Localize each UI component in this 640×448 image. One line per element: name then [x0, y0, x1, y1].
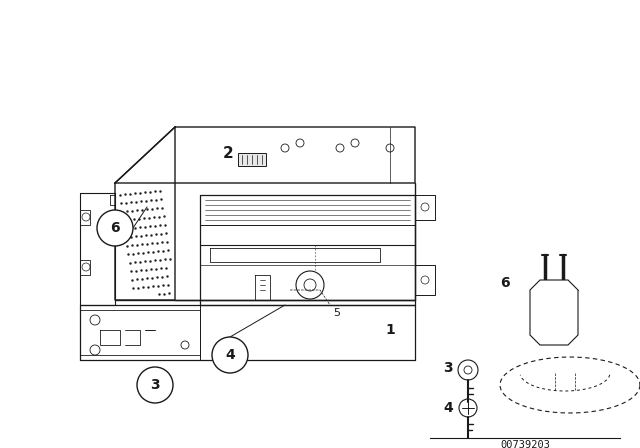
Text: 3: 3: [150, 378, 160, 392]
Text: 5: 5: [333, 308, 340, 318]
Text: 6: 6: [500, 276, 510, 290]
Text: 6: 6: [110, 221, 120, 235]
Text: 1: 1: [385, 323, 395, 337]
Circle shape: [97, 210, 133, 246]
Polygon shape: [530, 280, 578, 345]
Text: 4: 4: [443, 401, 453, 415]
Text: 2: 2: [223, 146, 234, 160]
Text: 3: 3: [443, 361, 453, 375]
Circle shape: [212, 337, 248, 373]
Polygon shape: [238, 153, 266, 166]
Text: 00739203: 00739203: [500, 440, 550, 448]
Text: 4: 4: [225, 348, 235, 362]
Circle shape: [137, 367, 173, 403]
